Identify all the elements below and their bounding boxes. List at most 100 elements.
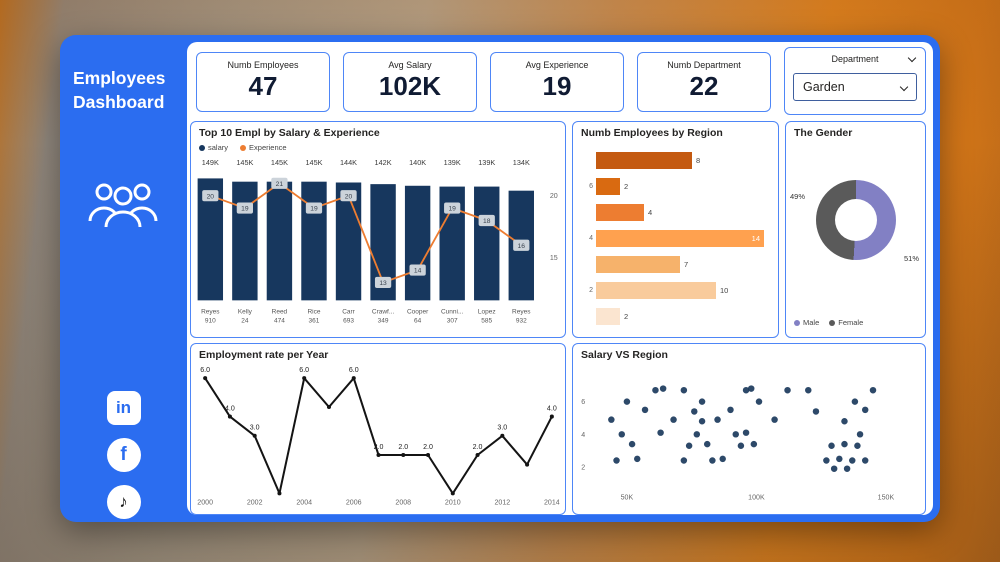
region-bar-row[interactable]: 7 — [579, 251, 774, 277]
svg-text:149K: 149K — [202, 158, 219, 167]
dashboard-title: Employees Dashboard — [73, 68, 166, 112]
region-bar-row[interactable]: 8 — [579, 147, 774, 173]
svg-text:2008: 2008 — [395, 500, 411, 507]
svg-text:693: 693 — [343, 318, 354, 325]
svg-text:307: 307 — [447, 318, 458, 325]
legend-label-salary: salary — [208, 143, 229, 152]
svg-text:2006: 2006 — [346, 500, 362, 507]
panel-gender: The Gender 49% 51% Male Female — [785, 121, 926, 338]
svg-text:2.0: 2.0 — [423, 444, 433, 451]
department-slicer: Department Garden — [784, 47, 926, 115]
svg-text:24: 24 — [241, 318, 249, 325]
svg-text:Carr: Carr — [342, 309, 355, 316]
slicer-label: Department — [831, 54, 879, 64]
svg-text:19: 19 — [448, 206, 456, 213]
svg-text:145K: 145K — [271, 158, 288, 167]
kpi-card-avg-experience[interactable]: Avg Experience 19 — [490, 52, 624, 112]
svg-text:932: 932 — [516, 318, 527, 325]
tiktok-icon[interactable]: ♪ — [106, 485, 141, 519]
kpi-card-numb-department[interactable]: Numb Department 22 — [637, 52, 771, 112]
social-links: in f ♪ — [60, 391, 187, 519]
donut-callout-male: 51% — [903, 254, 919, 263]
donut-callout-female: 49% — [790, 192, 806, 201]
salary-region-scatter-chart[interactable]: 50K 100K 150K 2 4 6 — [573, 362, 925, 512]
chevron-down-icon — [899, 82, 909, 92]
male-legend-dot — [794, 319, 800, 326]
region-bar-row[interactable]: 2 10 — [579, 277, 774, 303]
svg-text:19: 19 — [310, 206, 318, 213]
svg-text:20: 20 — [207, 193, 215, 200]
svg-text:910: 910 — [205, 318, 216, 325]
svg-text:15: 15 — [550, 254, 558, 262]
svg-text:2000: 2000 — [197, 500, 213, 507]
svg-text:2.0: 2.0 — [473, 444, 483, 451]
chart-title: Employment rate per Year — [199, 349, 329, 361]
facebook-icon[interactable]: f — [106, 438, 141, 472]
svg-text:585: 585 — [481, 318, 492, 325]
svg-text:Rice: Rice — [307, 309, 320, 316]
salary-legend-dot — [199, 144, 205, 151]
svg-text:14: 14 — [414, 268, 422, 275]
gender-legend: Male Female — [794, 318, 863, 327]
donut-ring[interactable] — [816, 180, 896, 260]
svg-text:19: 19 — [241, 206, 249, 213]
bar-line-chart[interactable]: 149K Reyes 910 145K Kelly 24 145K Reed 474 145K Ri… — [191, 153, 565, 336]
gender-donut-chart[interactable]: 49% 51% — [786, 140, 925, 298]
svg-text:2010: 2010 — [445, 500, 461, 507]
kpi-card-numb-employees[interactable]: Numb Employees 47 — [196, 52, 330, 112]
kpi-label: Numb Department — [667, 60, 741, 70]
legend-label-experience: Experience — [249, 143, 287, 152]
kpi-value: 102K — [378, 71, 442, 101]
svg-text:142K: 142K — [375, 158, 392, 167]
chart-legend: salary Experience — [191, 140, 565, 153]
legend-label-male: Male — [803, 318, 820, 327]
svg-text:Cunni...: Cunni... — [441, 309, 464, 316]
kpi-label: Avg Experience — [525, 60, 589, 70]
svg-text:150K: 150K — [878, 495, 895, 502]
kpi-card-avg-salary[interactable]: Avg Salary 102K — [343, 52, 477, 112]
svg-text:Kelly: Kelly — [238, 309, 253, 316]
female-legend-dot — [829, 319, 836, 326]
svg-text:361: 361 — [309, 318, 320, 325]
svg-text:Cooper: Cooper — [407, 309, 429, 316]
region-bar-chart[interactable]: 8 6 2 4 4 14 7 2 10 2 — [573, 140, 778, 329]
kpi-label: Numb Employees — [227, 60, 299, 70]
employees-group-icon — [87, 177, 159, 234]
dashboard-frame: Employees Dashboard in f ♪ Numb Employee… — [60, 35, 940, 522]
svg-text:349: 349 — [378, 318, 389, 325]
chart-title: The Gender — [794, 127, 853, 139]
svg-text:4.0: 4.0 — [225, 406, 235, 413]
dropdown-selected-value: Garden — [803, 80, 845, 94]
svg-text:6.0: 6.0 — [200, 367, 210, 374]
region-bar-row[interactable]: 4 — [579, 199, 774, 225]
svg-text:3.0: 3.0 — [250, 425, 260, 432]
employment-line-chart[interactable]: 6.0 4.0 3.0 6.0 6.0 2.0 2.0 2.0 2.0 3.0 4.0 2000 200… — [191, 362, 565, 512]
linkedin-icon[interactable]: in — [106, 391, 141, 425]
kpi-label: Avg Salary — [388, 60, 432, 70]
svg-text:2012: 2012 — [494, 500, 510, 507]
department-dropdown[interactable]: Garden — [793, 73, 917, 101]
svg-text:2.0: 2.0 — [398, 444, 408, 451]
svg-text:20: 20 — [345, 193, 353, 200]
chart-title: Salary VS Region — [581, 349, 668, 361]
legend-label-female: Female — [838, 318, 864, 327]
svg-text:20: 20 — [550, 192, 558, 200]
kpi-value: 19 — [542, 71, 572, 101]
svg-text:139K: 139K — [444, 158, 461, 167]
svg-text:145K: 145K — [236, 158, 253, 167]
svg-text:145K: 145K — [305, 158, 322, 167]
svg-text:2: 2 — [581, 465, 585, 472]
svg-text:64: 64 — [414, 318, 422, 325]
region-bar-row[interactable]: 2 — [579, 303, 774, 329]
chart-title: Numb Employees by Region — [581, 127, 723, 139]
svg-text:134K: 134K — [513, 158, 530, 167]
region-bar-row[interactable]: 4 14 — [579, 225, 774, 251]
svg-text:6: 6 — [581, 399, 585, 406]
svg-text:Reed: Reed — [272, 309, 288, 316]
chevron-down-icon[interactable] — [907, 53, 917, 63]
svg-text:139K: 139K — [478, 158, 495, 167]
panel-top10-salary-experience: Top 10 Empl by Salary & Experience salar… — [190, 121, 566, 338]
svg-text:6.0: 6.0 — [349, 367, 359, 374]
svg-text:Reyes: Reyes — [201, 309, 220, 316]
